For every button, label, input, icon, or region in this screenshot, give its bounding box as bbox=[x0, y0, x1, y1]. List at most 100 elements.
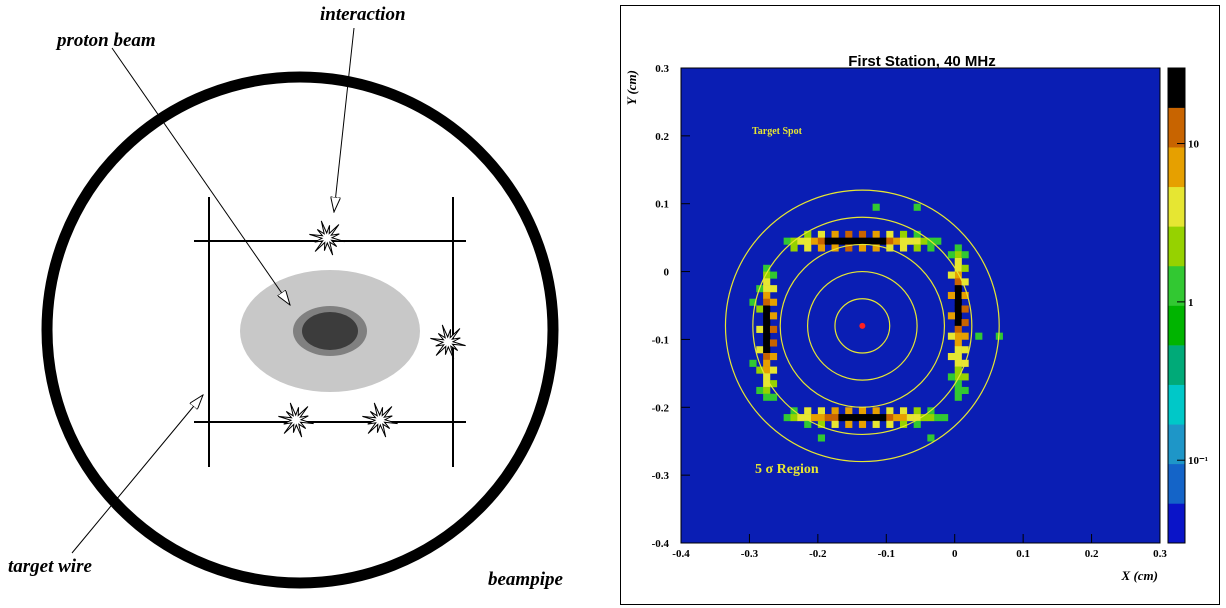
cell bbox=[866, 414, 873, 421]
cell bbox=[955, 251, 962, 258]
cell bbox=[838, 414, 845, 421]
cell bbox=[948, 292, 955, 299]
colorbar-tick-label: 10⁻¹ bbox=[1188, 455, 1208, 467]
cell bbox=[927, 414, 934, 421]
cell bbox=[832, 231, 839, 238]
cell bbox=[955, 387, 962, 394]
cell bbox=[948, 272, 955, 279]
cell bbox=[818, 244, 825, 251]
colorbar-band bbox=[1168, 147, 1185, 187]
cell bbox=[886, 407, 893, 414]
cell bbox=[763, 353, 770, 360]
x-axis-label: X (cm) bbox=[1121, 568, 1158, 583]
label: proton beam bbox=[55, 30, 156, 51]
cell bbox=[962, 319, 969, 326]
x-tick-label: -0.3 bbox=[741, 548, 759, 560]
cell bbox=[859, 407, 866, 414]
cell bbox=[770, 339, 777, 346]
cell bbox=[893, 414, 900, 421]
cell bbox=[927, 434, 934, 441]
y-axis-label: Y (cm) bbox=[624, 70, 639, 105]
cell bbox=[770, 272, 777, 279]
cell bbox=[825, 238, 832, 245]
cell bbox=[811, 414, 818, 421]
cell bbox=[845, 231, 852, 238]
cell bbox=[763, 319, 770, 326]
cell bbox=[804, 238, 811, 245]
cell bbox=[818, 238, 825, 245]
cell bbox=[900, 231, 907, 238]
cell bbox=[955, 306, 962, 313]
cell bbox=[914, 407, 921, 414]
cell bbox=[763, 333, 770, 340]
colorbar-tick-label: 10 bbox=[1188, 139, 1200, 151]
y-tick-label: 0.1 bbox=[655, 199, 669, 211]
label: interaction bbox=[320, 4, 406, 25]
cell bbox=[927, 244, 934, 251]
cell bbox=[832, 407, 839, 414]
cell bbox=[873, 414, 880, 421]
cell bbox=[790, 414, 797, 421]
cell bbox=[818, 231, 825, 238]
interaction-star bbox=[278, 403, 313, 437]
cell bbox=[749, 360, 756, 367]
chart: -0.4-0.3-0.2-0.100.10.20.3-0.4-0.3-0.2-0… bbox=[624, 53, 1208, 583]
chart-title: First Station, 40 MHz bbox=[848, 53, 996, 70]
cell bbox=[770, 394, 777, 401]
cell bbox=[955, 292, 962, 299]
cell bbox=[886, 421, 893, 428]
cell bbox=[948, 333, 955, 340]
colorbar-band bbox=[1168, 424, 1185, 464]
cell bbox=[955, 353, 962, 360]
cell bbox=[893, 238, 900, 245]
interaction-star bbox=[362, 403, 397, 437]
cell bbox=[955, 285, 962, 292]
cell bbox=[955, 394, 962, 401]
cell bbox=[763, 367, 770, 374]
cell bbox=[784, 238, 791, 245]
cell bbox=[873, 204, 880, 211]
interaction-star bbox=[309, 221, 344, 255]
cell bbox=[948, 312, 955, 319]
cell bbox=[900, 238, 907, 245]
arrow bbox=[112, 48, 290, 305]
cell bbox=[900, 414, 907, 421]
interaction-star bbox=[430, 325, 465, 359]
cell bbox=[770, 299, 777, 306]
cell bbox=[921, 238, 928, 245]
cell bbox=[955, 360, 962, 367]
x-tick-label: 0 bbox=[952, 548, 958, 560]
colorbar-band bbox=[1168, 385, 1185, 425]
cell bbox=[955, 258, 962, 265]
x-tick-label: -0.2 bbox=[809, 548, 827, 560]
cell bbox=[955, 299, 962, 306]
cell bbox=[770, 312, 777, 319]
cell bbox=[866, 238, 873, 245]
y-tick-label: -0.1 bbox=[652, 334, 669, 346]
cell bbox=[962, 306, 969, 313]
cell bbox=[907, 414, 914, 421]
cell bbox=[845, 414, 852, 421]
cell bbox=[900, 244, 907, 251]
label: target wire bbox=[8, 556, 92, 577]
cell bbox=[859, 244, 866, 251]
figure: proton beam interaction target wire beam… bbox=[0, 0, 1226, 608]
cell bbox=[756, 326, 763, 333]
cell bbox=[770, 285, 777, 292]
x-tick-label: -0.1 bbox=[878, 548, 895, 560]
cell bbox=[962, 373, 969, 380]
cell bbox=[845, 407, 852, 414]
y-tick-label: 0.3 bbox=[655, 63, 669, 75]
cell bbox=[873, 421, 880, 428]
cell bbox=[907, 238, 914, 245]
cell bbox=[955, 312, 962, 319]
beam-core bbox=[302, 312, 358, 350]
cell bbox=[948, 251, 955, 258]
cell bbox=[948, 353, 955, 360]
cell bbox=[818, 407, 825, 414]
cell bbox=[756, 346, 763, 353]
label: beampipe bbox=[488, 569, 563, 590]
cell bbox=[770, 353, 777, 360]
cell bbox=[934, 414, 941, 421]
cell bbox=[832, 421, 839, 428]
